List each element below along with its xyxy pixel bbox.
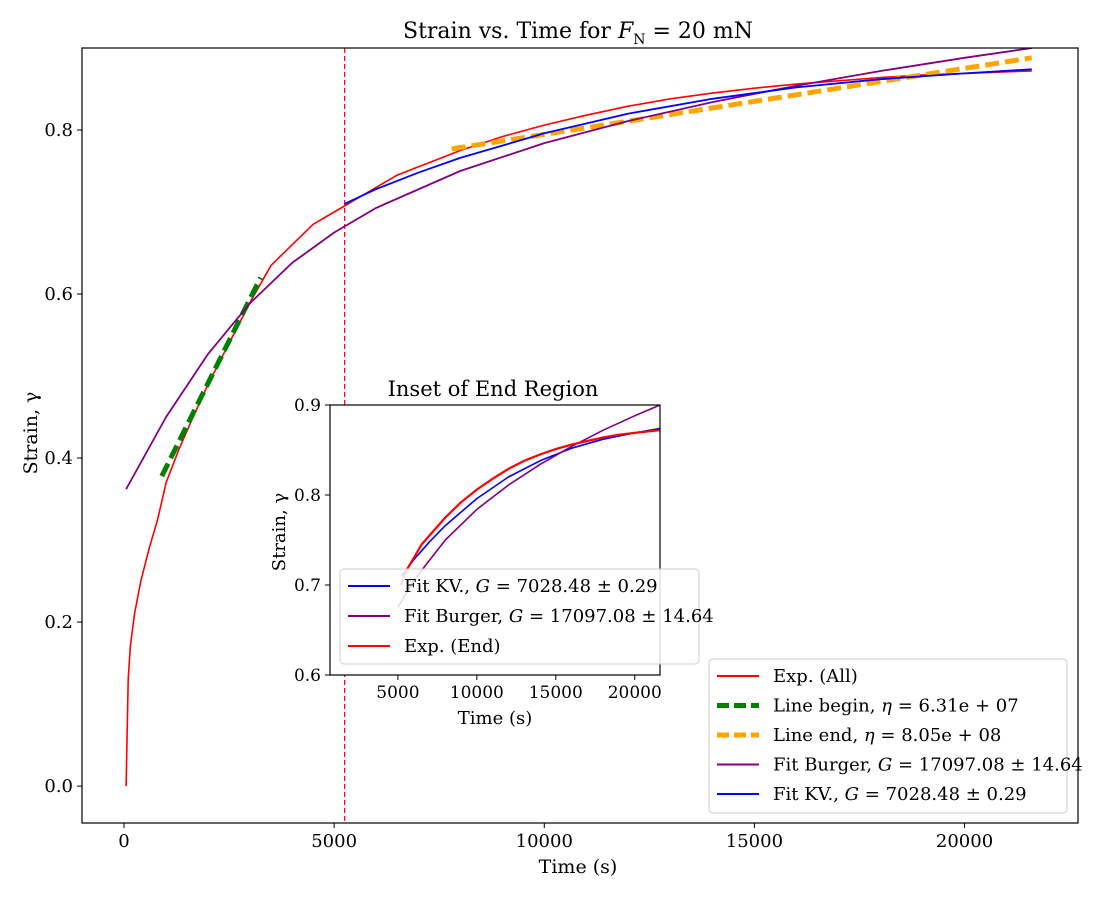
main-legend: Exp. (All) Line begin, η = 6.31e + 07 Line… <box>708 658 1083 814</box>
main-x-tick-label: 15000 <box>726 831 783 852</box>
inset-y-tick-label: 0.6 <box>294 666 321 686</box>
inset-x-tick-label: 10000 <box>450 683 504 703</box>
legend-label: Fit Burger, G = 17097.08 ± 14.64 <box>404 606 714 627</box>
main-y-tick-label: 0.6 <box>44 284 73 305</box>
main-x-tick-label: 20000 <box>936 831 993 852</box>
inset-y-tick-label: 0.9 <box>294 396 321 416</box>
inset-x-tick-label: 20000 <box>608 683 662 703</box>
inset-series-2 <box>400 429 660 586</box>
legend-label: Line end, η = 8.05e + 08 <box>773 725 1001 746</box>
legend-label: Fit Burger, G = 17097.08 ± 14.64 <box>773 755 1083 776</box>
main-y-tick-label: 0.8 <box>44 120 73 141</box>
inset-y-tick-label: 0.8 <box>294 486 321 506</box>
inset-series-0 <box>401 427 660 577</box>
main-series-4 <box>344 68 1032 205</box>
main-y-tick-label: 0.4 <box>44 448 73 469</box>
main-y-tick-label: 0.0 <box>44 776 73 797</box>
main-y-axis-label: Strain, γ <box>20 392 42 475</box>
inset-x-tick-label: 15000 <box>529 683 583 703</box>
legend-box <box>339 568 700 665</box>
inset-plot-frame <box>329 404 661 676</box>
inset-x-axis-label: Time (s) <box>458 708 533 729</box>
main-series-2 <box>451 55 1033 152</box>
inset-legend: Fit KV., G = 7028.48 ± 0.29 Fit Burger, G… <box>339 568 714 665</box>
main-series-0 <box>125 70 1032 787</box>
main-x-tick-label: 5000 <box>311 831 357 852</box>
legend-label: Fit KV., G = 7028.48 ± 0.29 <box>773 784 1027 805</box>
main-title: Strain vs. Time for FN = 20 mN <box>403 19 753 48</box>
main-y-tick-label: 0.2 <box>44 612 73 633</box>
inset-y-axis-label: Strain, γ <box>269 493 290 571</box>
main-series-3 <box>125 48 1032 490</box>
inset-series-1 <box>397 405 660 608</box>
legend-box <box>708 658 1068 814</box>
legend-label: Line begin, η = 6.31e + 07 <box>773 696 1019 717</box>
main-axes: 0 5000 10000 15000 20000 0.0 0.2 0.4 0.6 0.8 <box>44 47 1079 852</box>
inset-x-tick-label: 5000 <box>376 683 419 703</box>
main-x-tick-label: 0 <box>118 831 129 852</box>
inset-title: Inset of End Region <box>388 377 599 401</box>
main-plot-frame <box>81 47 1079 824</box>
legend-label: Exp. (End) <box>404 636 501 657</box>
legend-label: Exp. (All) <box>773 666 858 687</box>
main-x-tick-label: 10000 <box>516 831 573 852</box>
inset-axes: 5000 10000 15000 20000 0.6 0.7 0.8 0.9 <box>294 396 662 703</box>
legend-label: Fit KV., G = 7028.48 ± 0.29 <box>404 576 658 597</box>
main-x-axis-label: Time (s) <box>539 856 618 878</box>
inset-y-tick-label: 0.7 <box>294 576 321 596</box>
